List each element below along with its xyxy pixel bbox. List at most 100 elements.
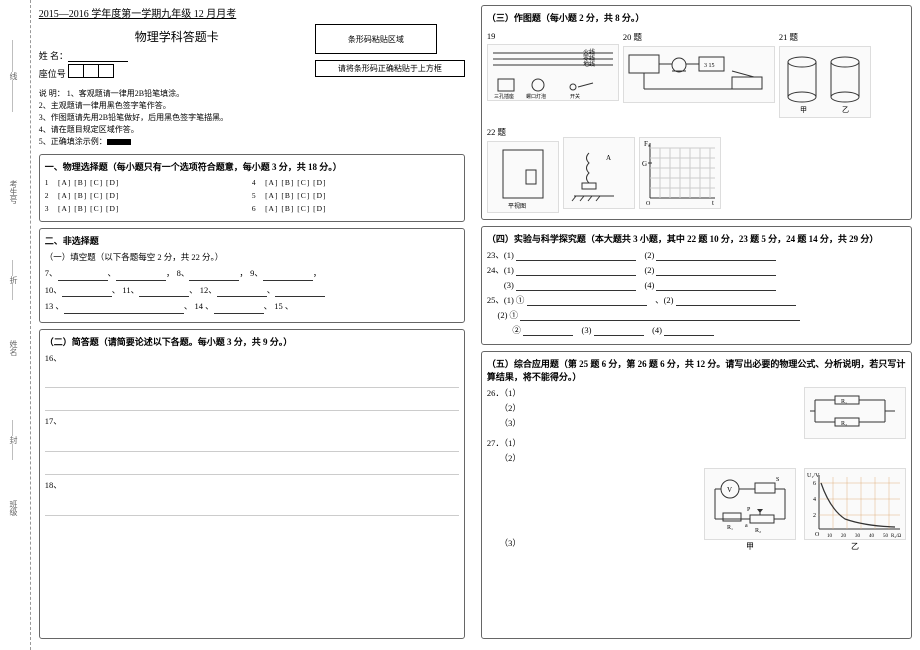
seat-box[interactable] [68,64,114,78]
svg-text:4: 4 [813,497,816,503]
svg-text:三孔插座: 三孔插座 [494,93,514,100]
q25-line1: 25、(1) ① 、(2) [487,294,906,306]
svg-text:地线: 地线 [583,60,595,68]
svg-text:螺口灯泡: 螺口灯泡 [526,93,546,100]
section-2a: 二、非选择题 （一）填空题（以下各题每空 2 分，共 22 分。） 7、、， 8… [39,228,465,323]
svg-text:O: O [815,532,820,538]
s2a-title: 二、非选择题 [45,234,459,247]
answer-line[interactable] [45,369,459,388]
instr-head: 说 明： [39,89,65,98]
section-3: （三）作图题（每小题 2 分，共 8 分。） 19 火线 零线 地线 [481,5,912,220]
mc-1[interactable]: 1 [A] [B] [C] [D] [45,177,252,188]
svg-text:R₁: R₁ [841,399,847,405]
svg-text:S: S [776,477,779,483]
answer-line[interactable] [45,433,459,452]
diagram-19: 火线 零线 地线 三孔插座 螺口灯泡 开关 [487,44,619,101]
q18: 18、 [45,480,62,490]
instructions: 说 明： 1、客观题请一律用2B铅笔填涂。 2、主观题请一律用黑色签字笔作答。 … [39,88,465,148]
barcode-column: 条形码粘贴区域 请将条形码正确粘贴于上方框 [315,24,465,77]
diagram-27b-wrap: U₁/V 6 4 2 [804,468,906,552]
barcode-note: 请将条形码正确粘贴于上方框 [315,60,465,77]
mc-4[interactable]: 4 [A] [B] [C] [D] [252,177,459,188]
section-1: 一、物理选择题（每小题只有一个选项符合题意，每小题 3 分，共 18 分。） 1… [39,154,465,222]
svg-text:3 15: 3 15 [704,63,715,69]
svg-text:t: t [712,199,714,207]
answer-line[interactable] [45,456,459,475]
svg-text:O: O [646,201,651,207]
s4-title: （四）实验与科学探究题（本大题共 3 小题，其中 22 题 10 分，23 题 … [487,232,906,245]
label-yi: 乙 [804,541,906,552]
margin-school: 班级 [8,500,19,516]
q26-block: R₁ R₂ 26．（1） （2） （3） [487,387,906,429]
q26-label: 26．（1） [487,388,521,398]
instr-5: 5、正确填涂示例： [39,137,107,146]
q24-line: 24、(1) (2) [487,264,906,276]
diagram-22a: 平视图 [487,141,559,213]
mc-6[interactable]: 6 [A] [B] [C] [D] [252,203,459,214]
diagram-22c: Fₐ G t O [639,137,721,209]
margin-name: 姓名 [8,340,19,356]
s2a-sub: （一）填空题（以下各题每空 2 分，共 22 分。） [45,251,459,263]
diagram-26: R₁ R₂ [804,387,906,439]
svg-text:R₁: R₁ [727,525,733,531]
svg-text:R₂: R₂ [755,528,761,534]
svg-text:30: 30 [855,534,861,539]
name-label: 姓 名： [39,51,68,61]
exam-title: 2015—2016 学年度第一学期九年级 12 月月考 [39,5,465,20]
svg-text:甲: 甲 [800,106,807,114]
q24-sub: (3) (4) [487,279,906,291]
mc-5[interactable]: 5 [A] [B] [C] [D] [252,190,459,201]
q20-block: 20 题 3 15 [623,28,775,104]
svg-text:20: 20 [841,534,847,539]
margin-fold: ——折—— [8,260,19,300]
fill-row-1: 7、、， 8、， 9、， [45,267,459,281]
margin-label: ————线———— [8,40,19,112]
section-5: （五）综合应用题（第 25 题 6 分，第 26 题 6 分，共 12 分。请写… [481,351,912,639]
fill-row-3: 13 、、 14 、、 15 、 [45,300,459,314]
left-column: 2015—2016 学年度第一学期九年级 12 月月考 物理学科答题卡 姓 名：… [31,0,473,650]
svg-text:R₂/Ω: R₂/Ω [891,534,901,539]
svg-text:开关: 开关 [570,93,580,100]
diagram-22b: A [563,137,635,209]
instr-3: 3、作图题请先用2B铅笔做好，后用黑色签字笔描黑。 [39,113,228,122]
seat-line: 座位号 [39,64,315,80]
q25-line3: ② (3) (4) [487,324,906,336]
q22-block: 22 题 平视图 [487,123,559,214]
diagram-27b: U₁/V 6 4 2 [804,468,906,540]
svg-text:R₂: R₂ [841,421,847,427]
diagram-27a: V S R₂ P a [704,468,796,540]
svg-text:a: a [745,523,748,529]
margin-seal: ——封—— [8,420,19,460]
binding-margin: ————线———— 考生号 ——折—— 姓名 ——封—— 班级 [0,0,31,650]
q25-line2: (2) ① [487,309,906,321]
svg-text:A: A [606,154,611,162]
mc-2[interactable]: 2 [A] [B] [C] [D] [45,190,252,201]
svg-text:零线: 零线 [583,54,595,62]
diagram-20: 3 15 [623,46,775,103]
svg-text:2: 2 [813,513,816,519]
name-input[interactable] [68,51,128,62]
svg-text:10: 10 [827,534,833,539]
svg-text:40: 40 [869,534,875,539]
seat-label: 座位号 [39,69,66,79]
s1-title: 一、物理选择题（每小题只有一个选项符合题意，每小题 3 分，共 18 分。） [45,160,459,173]
svg-text:P: P [747,507,751,513]
right-column: （三）作图题（每小题 2 分，共 8 分。） 19 火线 零线 地线 [473,0,920,650]
barcode-area: 条形码粘贴区域 [315,24,437,54]
instr-1: 1、客观题请一律用2B铅笔填涂。 [67,89,184,98]
fill-sample-icon [107,139,131,145]
s2b-title: （二）简答题（请简要论述以下各题。每小题 3 分，共 9 分。） [45,335,459,348]
svg-text:50: 50 [883,534,889,539]
s5-title: （五）综合应用题（第 25 题 6 分，第 26 题 6 分，共 12 分。请写… [487,357,906,383]
label-jia: 甲 [704,541,796,552]
s3-title: （三）作图题（每小题 2 分，共 8 分。） [487,11,906,24]
svg-text:平视图: 平视图 [508,202,526,210]
answer-line[interactable] [45,497,459,516]
q16: 16、 [45,353,62,363]
diagram-21: 甲 乙 [779,46,871,118]
answer-line[interactable] [45,392,459,411]
section-2b: （二）简答题（请简要论述以下各题。每小题 3 分，共 9 分。） 16、 17、… [39,329,465,639]
header-box: 物理学科答题卡 姓 名： 座位号 条形码粘贴区域 请将条形码正确粘贴于上方框 [39,24,465,82]
svg-text:U₁/V: U₁/V [807,473,820,479]
mc-3[interactable]: 3 [A] [B] [C] [D] [45,203,252,214]
